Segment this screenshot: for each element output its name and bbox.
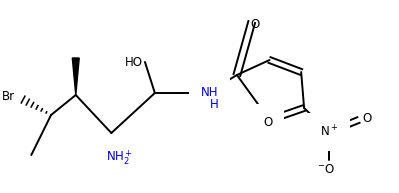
Text: N$^+$: N$^+$: [320, 124, 338, 140]
Text: NH$_2^+$: NH$_2^+$: [106, 148, 133, 167]
Text: NH: NH: [200, 85, 218, 98]
Text: O: O: [263, 115, 272, 129]
Text: Br: Br: [2, 91, 16, 103]
Text: HO: HO: [125, 56, 143, 69]
Polygon shape: [72, 58, 79, 95]
Text: $^{-}$O: $^{-}$O: [317, 163, 335, 176]
Text: H: H: [210, 97, 219, 111]
Text: O: O: [250, 18, 259, 30]
Text: O: O: [362, 112, 372, 124]
